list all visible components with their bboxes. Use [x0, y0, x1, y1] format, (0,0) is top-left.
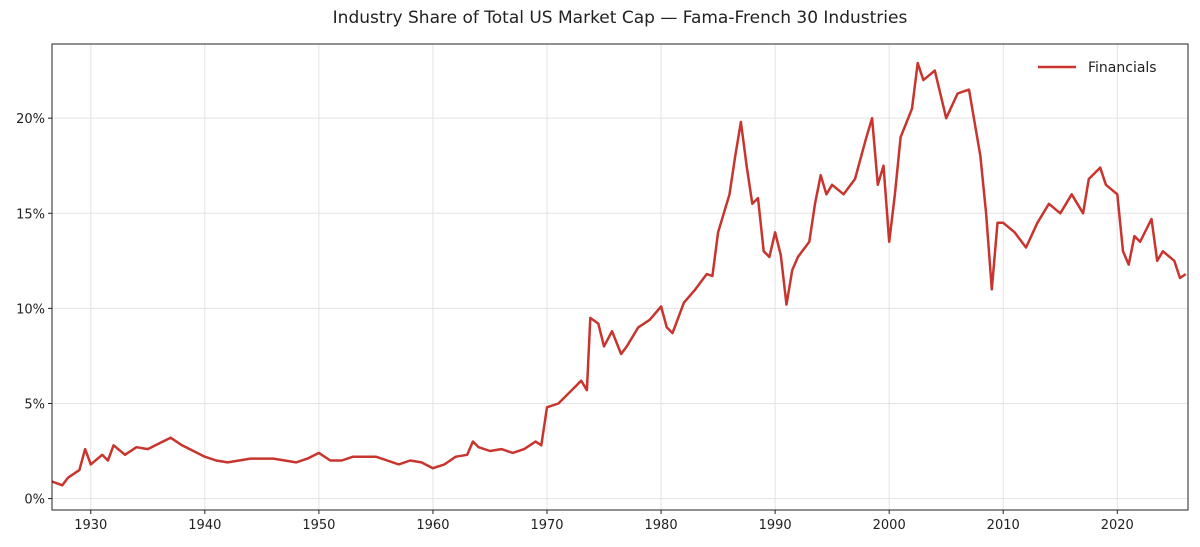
x-tick-label: 1970 [530, 518, 563, 533]
y-tick-label: 5% [24, 397, 45, 412]
chart-title: Industry Share of Total US Market Cap — … [333, 8, 908, 28]
series-line-financials [51, 61, 1187, 487]
axis-ticks: 1930 1940 1950 1960 1970 1980 1990 2000 2010 2020… [16, 112, 1134, 533]
y-tick-label: 20% [16, 112, 45, 127]
x-tick-label: 1990 [759, 518, 792, 533]
x-tick-label: 2010 [987, 518, 1020, 533]
y-tick-label: 0% [24, 493, 45, 508]
y-tick-label: 10% [16, 302, 45, 317]
legend-label-financials: Financials [1088, 60, 1157, 76]
x-tick-label: 1930 [74, 518, 107, 533]
y-tick-label: 15% [16, 207, 45, 222]
legend: Financials [1038, 60, 1157, 76]
x-tick-label: 2000 [873, 518, 906, 533]
x-tick-label: 1960 [416, 518, 449, 533]
grid [52, 44, 1188, 510]
x-tick-label: 1940 [188, 518, 221, 533]
x-tick-label: 2020 [1101, 518, 1134, 533]
plot-frame [51, 43, 1189, 511]
x-tick-label: 1950 [302, 518, 335, 533]
x-tick-label: 1980 [645, 518, 678, 533]
